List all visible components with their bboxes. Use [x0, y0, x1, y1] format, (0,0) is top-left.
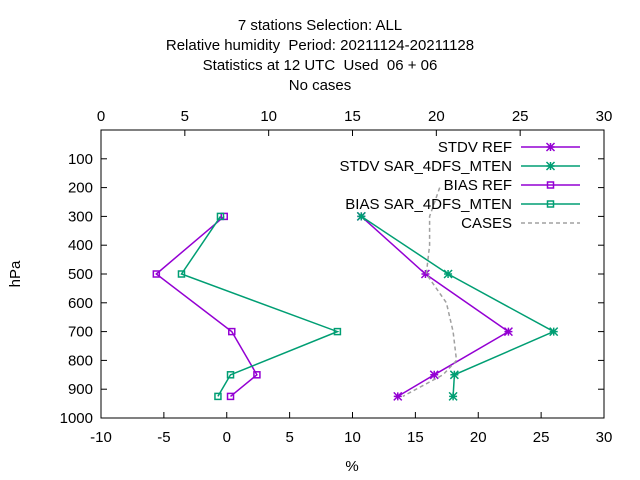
x2-tick-label: 15 — [344, 108, 361, 125]
data-point — [177, 270, 186, 278]
data-point — [549, 327, 559, 337]
y-tick-label: 600 — [68, 295, 93, 312]
series-line — [180, 215, 340, 397]
x-tick-label: -5 — [157, 429, 170, 446]
data-point — [356, 211, 366, 221]
y-axis-label: hPa — [7, 260, 24, 287]
data-point — [448, 391, 458, 401]
data-point — [220, 212, 228, 221]
data-point — [449, 370, 459, 380]
x2-tick-label: 10 — [260, 108, 277, 125]
x2-tick-label: 30 — [596, 108, 613, 125]
x-tick-label: -10 — [90, 429, 112, 446]
y-tick-label: 400 — [68, 237, 93, 254]
y-tick-label: 800 — [68, 352, 93, 369]
series-line — [402, 187, 458, 398]
x-tick-label: 5 — [285, 429, 293, 446]
title-line-1: 7 stations Selection: ALL — [237, 17, 403, 34]
legend-label: BIAS REF — [444, 177, 512, 194]
legend-label: CASES — [461, 215, 512, 232]
x-tick-label: 20 — [470, 429, 487, 446]
y-tick-label: 300 — [68, 208, 93, 225]
y-tick-label: 700 — [68, 324, 93, 341]
data-point — [333, 327, 342, 336]
series-line — [155, 215, 258, 397]
legend-label: STDV REF — [438, 139, 512, 156]
data-point — [420, 269, 430, 279]
x-tick-label: 0 — [223, 429, 231, 446]
x2-tick-label: 0 — [97, 108, 105, 125]
data-point — [443, 269, 453, 279]
x-tick-label: 25 — [533, 429, 550, 446]
series-2 — [152, 212, 261, 401]
legend-marker — [545, 161, 556, 171]
data-point — [253, 371, 261, 379]
series-3 — [177, 212, 342, 401]
legend-label: BIAS SAR_4DFS_MTEN — [345, 196, 512, 213]
data-point — [228, 327, 236, 336]
legend-label: STDV SAR_4DFS_MTEN — [339, 158, 512, 175]
data-point — [152, 270, 161, 278]
x-tick-label: 30 — [596, 429, 613, 446]
x-tick-label: 15 — [407, 429, 424, 446]
title-line-2: Relative humidity Period: 20211124-20211… — [165, 37, 475, 54]
series-4 — [402, 187, 458, 398]
y-tick-label: 900 — [68, 381, 93, 398]
data-point — [216, 212, 225, 221]
legend-marker — [545, 142, 556, 152]
axes-layer: -10 -5 0 5 10 15 20 25 300 5 10 15 20 25 3010020030040… — [60, 108, 613, 446]
data-point — [503, 327, 513, 337]
data-point — [429, 370, 439, 380]
legend-layer: STDV REF STDV SAR_4DFS_MTEN BIAS REF BIAS S… — [339, 139, 580, 232]
x-tick-label: 10 — [344, 429, 361, 446]
series-0 — [356, 211, 513, 401]
x2-tick-label: 20 — [428, 108, 445, 125]
title-line-4: No cases — [288, 77, 352, 94]
legend-marker — [546, 181, 555, 189]
data-point — [393, 391, 403, 401]
series-layer — [152, 187, 559, 401]
data-point — [226, 371, 235, 379]
y-tick-label: 1000 — [60, 410, 93, 427]
x-axis-label: % — [345, 458, 358, 475]
legend-marker — [546, 200, 555, 208]
series-line — [360, 215, 510, 398]
x2-tick-label: 25 — [512, 108, 529, 125]
series-line — [360, 215, 556, 397]
series-1 — [356, 211, 559, 401]
y-tick-label: 100 — [68, 151, 93, 168]
data-point — [226, 392, 235, 401]
y-tick-label: 200 — [68, 180, 93, 197]
title-line-3: Statistics at 12 UTC Used 06 + 06 — [202, 57, 438, 74]
y-tick-label: 500 — [68, 266, 93, 283]
data-point — [214, 392, 222, 401]
x2-tick-label: 5 — [181, 108, 189, 125]
